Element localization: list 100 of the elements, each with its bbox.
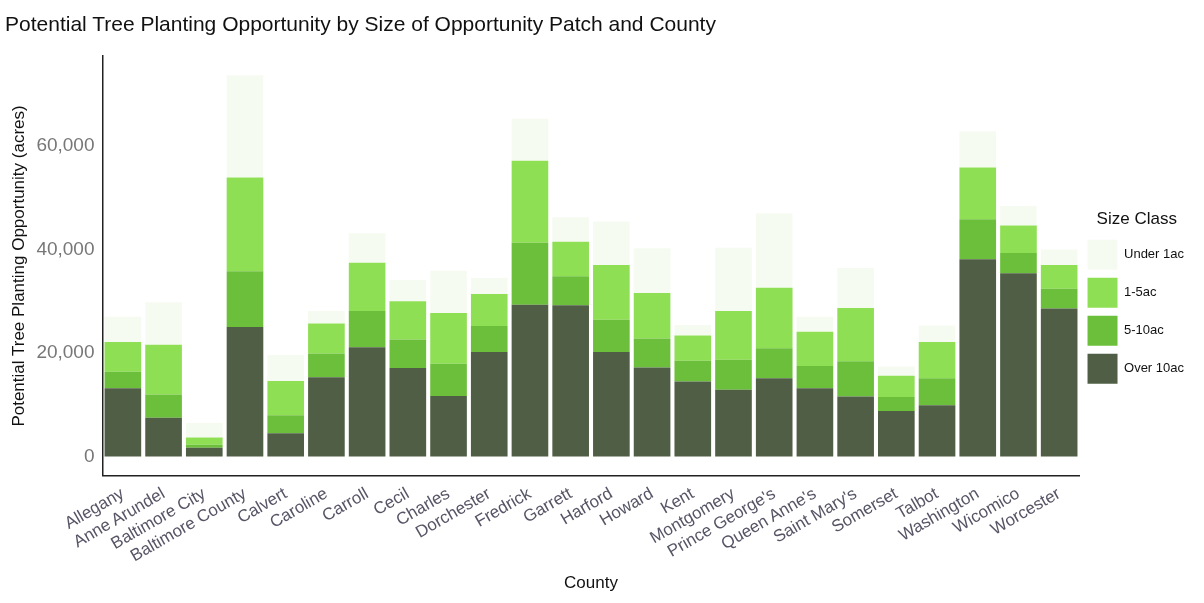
bar xyxy=(389,279,427,302)
bar xyxy=(104,316,142,343)
bar xyxy=(430,395,467,457)
bar xyxy=(674,360,712,382)
bar xyxy=(226,327,264,457)
bar xyxy=(837,268,874,308)
bar xyxy=(918,378,956,406)
bar xyxy=(389,301,427,340)
bar xyxy=(430,363,467,396)
bar xyxy=(226,75,264,178)
bar xyxy=(674,381,712,457)
bar xyxy=(959,219,997,260)
bar xyxy=(430,313,467,364)
bar xyxy=(1000,205,1037,226)
bar xyxy=(308,323,345,354)
bar xyxy=(837,396,874,457)
bar xyxy=(308,377,345,457)
bar xyxy=(1000,253,1037,274)
legend-title: Size Class xyxy=(1096,209,1177,229)
bar xyxy=(185,437,223,445)
bar xyxy=(104,388,142,457)
bar xyxy=(1000,225,1037,254)
bar xyxy=(1040,288,1078,309)
bar xyxy=(552,305,589,457)
bar xyxy=(470,293,508,327)
bar xyxy=(267,380,305,416)
bar xyxy=(878,366,915,376)
bar xyxy=(389,339,427,369)
bar xyxy=(837,307,874,362)
bar xyxy=(226,271,264,328)
bar xyxy=(1040,308,1078,457)
bar xyxy=(796,316,834,332)
bar xyxy=(715,359,752,390)
bar xyxy=(837,361,874,397)
bar xyxy=(389,368,427,457)
bar xyxy=(267,355,305,381)
bar xyxy=(552,217,589,242)
bar xyxy=(552,241,589,277)
bar xyxy=(755,287,793,349)
bar xyxy=(1040,264,1078,289)
bar xyxy=(715,247,752,312)
bar xyxy=(674,325,712,336)
bar xyxy=(348,311,386,348)
bar xyxy=(959,131,997,168)
chart-title: Potential Tree Planting Opportunity by Size of Opportunity Patch and County xyxy=(5,12,717,36)
bar xyxy=(226,177,264,272)
x-axis-title: County xyxy=(564,573,619,593)
y-tick-label: 20,000 xyxy=(36,341,95,363)
bar xyxy=(878,397,915,411)
bar xyxy=(267,415,305,434)
bar xyxy=(755,348,793,379)
bar xyxy=(145,417,182,457)
bar xyxy=(1040,249,1078,265)
y-tick-label: 40,000 xyxy=(36,237,95,259)
y-tick-label: 0 xyxy=(83,444,95,466)
bar xyxy=(593,319,630,352)
bar xyxy=(918,405,956,457)
bar xyxy=(959,167,997,220)
legend-label: 1-5ac xyxy=(1124,284,1158,300)
bar xyxy=(796,388,834,457)
bar xyxy=(145,344,182,395)
bar xyxy=(593,351,630,457)
bar xyxy=(308,311,345,324)
bar xyxy=(348,347,386,457)
bar xyxy=(470,351,508,457)
bar xyxy=(633,338,671,368)
bar xyxy=(185,444,223,448)
y-axis-title: Potential Tree Planting Opportunity (acres) xyxy=(8,105,28,427)
bar xyxy=(715,389,752,457)
bar xyxy=(918,325,956,343)
bar xyxy=(104,342,142,372)
bar xyxy=(104,371,142,389)
bar xyxy=(633,367,671,457)
bar xyxy=(715,311,752,360)
legend-label: Over 10ac xyxy=(1124,360,1185,376)
bar xyxy=(470,277,508,294)
bar xyxy=(593,264,630,320)
bar xyxy=(470,326,508,352)
bar xyxy=(593,221,630,265)
bar xyxy=(348,233,386,263)
bar xyxy=(348,262,386,312)
bar xyxy=(308,353,345,378)
bar xyxy=(511,242,549,305)
bar xyxy=(511,160,549,243)
bar xyxy=(185,422,223,438)
bar xyxy=(878,375,915,398)
bar xyxy=(430,270,467,314)
bar xyxy=(1000,273,1037,457)
bar xyxy=(511,304,549,457)
bar xyxy=(145,394,182,418)
bar xyxy=(185,447,223,457)
bar xyxy=(796,365,834,389)
bar xyxy=(959,259,997,457)
bar xyxy=(755,378,793,457)
bar xyxy=(511,118,549,161)
bar xyxy=(145,302,182,345)
legend-label: Under 1ac xyxy=(1124,246,1185,262)
bar xyxy=(755,213,793,288)
bar xyxy=(633,248,671,293)
bar xyxy=(633,292,671,339)
